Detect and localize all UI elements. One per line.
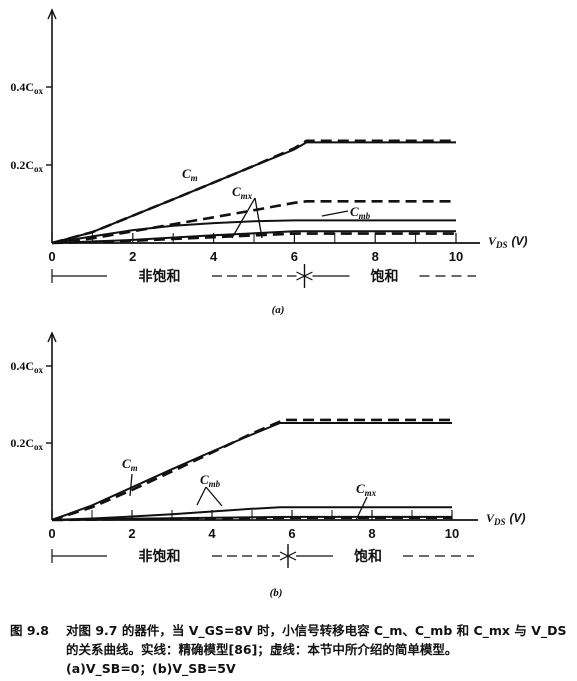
caption-number: 图 9.8 xyxy=(10,623,49,638)
x-tick-label: 2 xyxy=(128,526,135,541)
series-line-c-mb-dashed xyxy=(51,200,456,245)
y-tick-label: 0.4Cox xyxy=(10,359,43,375)
x-tick-label: 6 xyxy=(288,526,295,541)
caption-line-3: (a)V_SB=0；(b)V_SB=5V xyxy=(66,661,236,676)
annotation-leader-line xyxy=(129,473,133,497)
panel-label: (b) xyxy=(270,587,283,599)
y-tick-label: 0.4Cox xyxy=(10,80,43,96)
x-tick-label: 10 xyxy=(449,249,463,264)
x-tick-label: 4 xyxy=(210,249,218,264)
x-tick-label: 2 xyxy=(129,249,136,264)
series-line-c-m-dashed xyxy=(51,418,452,522)
curve-label-mx: Cmx xyxy=(356,481,377,498)
region-label-saturation: 饱和 xyxy=(354,548,382,565)
annotation-leader-line xyxy=(231,197,256,239)
series-line-c-mx-solid xyxy=(51,230,456,244)
x-axis-title: VDS (V) xyxy=(488,234,528,250)
y-axis-arrow-icon xyxy=(47,331,57,343)
y-tick-label: 0.2Cox xyxy=(10,436,43,452)
y-tick-label: 0.2Cox xyxy=(10,158,43,174)
panel-a: 0.2Cox 0.4Cox 0 2 4 6 8 10 VDS (V) Cm Cmx Cmb 非饱和 饱和 (a… xyxy=(10,8,528,316)
x-tick-label: 6 xyxy=(291,249,298,264)
x-tick-label: 10 xyxy=(445,526,459,541)
annotation-leader-line xyxy=(205,486,223,507)
region-label-nonsaturation: 非饱和 xyxy=(139,548,181,565)
series-line-c-mb-solid xyxy=(51,219,456,244)
panel-label: (a) xyxy=(272,304,285,316)
x-tick-label: 8 xyxy=(372,249,379,264)
x-tick-label: 4 xyxy=(208,526,216,541)
series-line-c-mb-solid xyxy=(51,506,452,521)
curve-label-mb: Cmb xyxy=(350,204,371,221)
caption-text-1: 对图 9.7 的器件，当 V_GS=8V 时，小信号转移电容 C_m、C_mb … xyxy=(66,623,567,638)
curve-label-mb: Cmb xyxy=(200,472,221,489)
x-tick-label: 0 xyxy=(48,526,55,541)
series-line-c-m-dashed xyxy=(51,139,456,245)
series-line-c-m-solid xyxy=(51,422,452,521)
x-tick-label: 0 xyxy=(48,249,55,264)
x-axis-title: VDS (V) xyxy=(486,511,526,527)
figure-caption: 图 9.8 对图 9.7 的器件，当 V_GS=8V 时，小信号转移电容 C_m、… xyxy=(10,621,570,678)
region-label-saturation: 饱和 xyxy=(371,268,399,285)
annotation-leader-line xyxy=(355,496,368,521)
region-arrow-icon xyxy=(303,271,313,281)
region-label-nonsaturation: 非饱和 xyxy=(139,268,181,285)
curve-label-mx: Cmx xyxy=(232,184,253,201)
curve-label-m: Cm xyxy=(182,166,198,183)
y-axis-arrow-icon xyxy=(47,8,57,20)
panel-b: 0.2Cox 0.4Cox 0 2 4 6 8 10 VDS (V) Cm Cmb Cmx 非饱和 饱和 (b… xyxy=(10,331,526,599)
curve-label-m: Cm xyxy=(122,456,138,473)
series-line-c-m-solid xyxy=(51,141,456,244)
region-arrow-icon xyxy=(286,551,297,561)
annotation-leader-line xyxy=(321,210,349,217)
series-line-c-mx-dashed xyxy=(51,516,452,522)
caption-line-1: 图 9.8 对图 9.7 的器件，当 V_GS=8V 时，小信号转移电容 C_m、… xyxy=(10,621,570,640)
caption-line-2: 的关系曲线。实线：精确模型[86]；虚线：本节中所介绍的简单模型。 xyxy=(66,642,458,657)
annotation-leader-line xyxy=(254,197,263,239)
x-tick-label: 8 xyxy=(368,526,375,541)
annotation-leader-line xyxy=(196,486,207,506)
